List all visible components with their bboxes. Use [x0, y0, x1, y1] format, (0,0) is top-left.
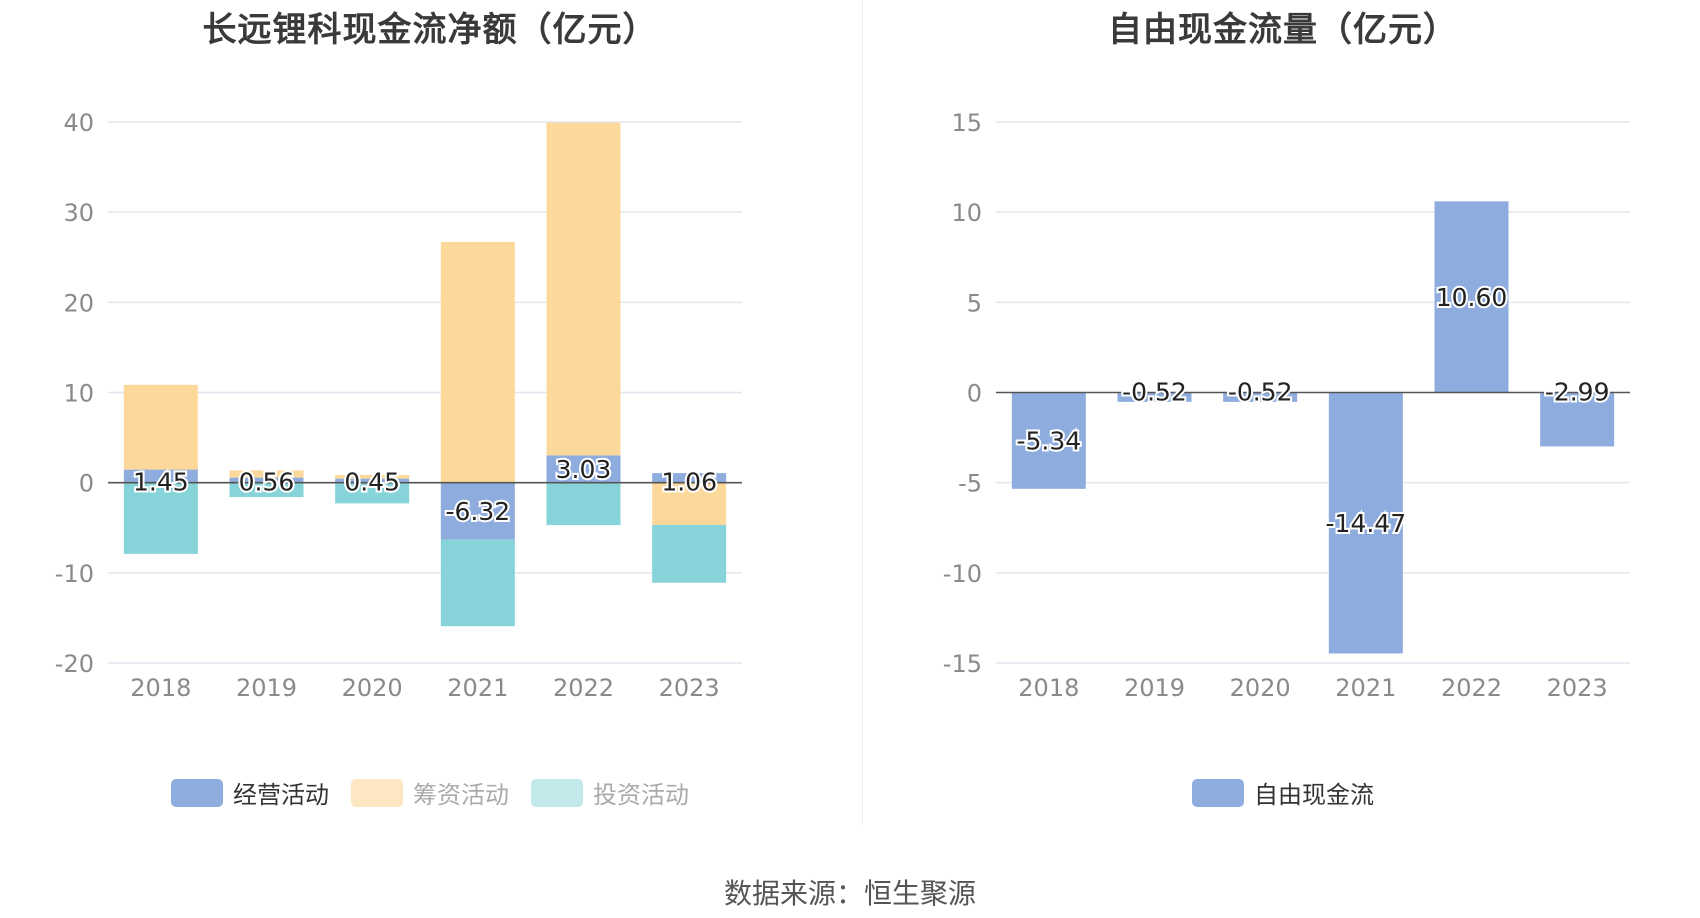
- y-tick-label: 0: [79, 470, 94, 498]
- data-label: 3.03: [556, 455, 612, 484]
- y-tick-label: 5: [967, 289, 982, 317]
- bar-financing: [229, 470, 304, 478]
- legend-label-investing: 投资活动: [593, 781, 689, 809]
- data-label: 0.56: [239, 468, 295, 497]
- bar-investing: [440, 539, 515, 627]
- x-tick-label: 2023: [1547, 674, 1608, 702]
- bar-financing: [335, 475, 410, 479]
- legend-label-free-cash-flow: 自由现金流: [1254, 781, 1374, 809]
- data-label: 1.45: [133, 468, 189, 497]
- bar-investing: [546, 482, 621, 526]
- x-tick-label: 2019: [1124, 674, 1185, 702]
- x-tick-label: 2022: [1441, 674, 1502, 702]
- bar-free_cash_flow: [1540, 392, 1615, 447]
- bar-free_cash_flow: [1011, 392, 1086, 489]
- y-tick-label: 40: [63, 109, 94, 137]
- free-cash-flow-chart: 15 10 5 0 -5 -10 -15 2018 2019 2020 2021 2022 2023 -5…: [943, 109, 1630, 702]
- legend-label-financing: 筹资活动: [413, 781, 509, 809]
- free-cash-flow-chart-title: 自由现金流量（亿元）: [1108, 10, 1458, 50]
- y-tick-label: -20: [55, 650, 94, 678]
- data-label: -0.52: [1122, 378, 1187, 407]
- free-cash-flow-chart-panel: 自由现金流量（亿元） 15 10 5 0 -5 -10 -15 2018 2019 2020 202…: [866, 0, 1700, 830]
- y-tick-label: 15: [951, 109, 982, 137]
- x-tick-label: 2020: [1230, 674, 1291, 702]
- x-tick-label: 2019: [236, 674, 297, 702]
- y-tick-label: 0: [967, 380, 982, 408]
- x-tick-label: 2021: [1335, 674, 1396, 702]
- data-source-note: 数据来源：恒生聚源: [723, 877, 976, 910]
- bar-operating: [546, 455, 621, 483]
- bar-financing: [123, 384, 198, 470]
- legend-label-operating: 经营活动: [233, 781, 329, 809]
- bar-investing: [652, 525, 727, 583]
- bar-operating: [440, 482, 515, 540]
- bar-financing: [440, 241, 515, 483]
- y-tick-label: -10: [943, 560, 982, 588]
- data-label: 1.06: [661, 468, 717, 497]
- y-tick-label: -15: [943, 650, 982, 678]
- bar-financing: [652, 482, 727, 526]
- legend-item-financing[interactable]: 筹资活动: [351, 775, 509, 810]
- legend-item-operating[interactable]: 经营活动: [171, 775, 329, 810]
- bar-financing: [546, 122, 621, 456]
- data-label: 0.45: [344, 468, 400, 497]
- y-tick-label: -10: [55, 560, 94, 588]
- y-tick-label: 10: [951, 199, 982, 227]
- legend-item-free-cash-flow[interactable]: 自由现金流: [1192, 775, 1374, 810]
- data-label: -5.34: [1016, 427, 1081, 456]
- bar-free_cash_flow: [1328, 392, 1403, 654]
- bar-free_cash_flow: [1117, 392, 1192, 402]
- bar-free_cash_flow: [1434, 201, 1509, 393]
- data-label: -14.47: [1326, 509, 1407, 538]
- data-label: -0.52: [1228, 378, 1293, 407]
- legend-swatch-financing: [351, 778, 403, 807]
- cash-flow-net-chart-title: 长远锂科现金流净额（亿元）: [202, 10, 658, 50]
- x-tick-label: 2018: [130, 674, 191, 702]
- bar-operating: [335, 478, 410, 483]
- x-tick-label: 2021: [447, 674, 508, 702]
- legend-swatch-free-cash-flow: [1192, 778, 1244, 807]
- bar-operating: [229, 477, 304, 483]
- x-tick-label: 2022: [553, 674, 614, 702]
- y-tick-label: 20: [63, 289, 94, 317]
- data-label: 10.60: [1436, 283, 1508, 312]
- free-cash-flow-legend: 自由现金流: [866, 775, 1700, 810]
- bar-investing: [335, 482, 410, 504]
- cash-flow-net-chart-panel: 长远锂科现金流净额（亿元） 40 30 20 10 0 -10 -20 2018 2019 202…: [0, 0, 860, 830]
- x-tick-label: 2020: [342, 674, 403, 702]
- x-tick-label: 2023: [659, 674, 720, 702]
- bar-investing: [123, 482, 198, 554]
- bar-operating: [652, 473, 727, 483]
- y-tick-label: 30: [63, 199, 94, 227]
- data-label: -2.99: [1545, 378, 1610, 407]
- panel-divider: [862, 0, 863, 826]
- cash-flow-net-chart: 40 30 20 10 0 -10 -20 2018 2019 2020 2021 2022 2023 1…: [55, 109, 742, 702]
- y-tick-label: 10: [63, 380, 94, 408]
- y-tick-label: -5: [958, 470, 982, 498]
- legend-swatch-investing: [531, 778, 583, 807]
- bar-operating: [123, 469, 198, 483]
- data-label: -6.32: [445, 497, 510, 526]
- x-tick-label: 2018: [1018, 674, 1079, 702]
- legend-item-investing[interactable]: 投资活动: [531, 775, 689, 810]
- cash-flow-net-legend: 经营活动 筹资活动 投资活动: [0, 775, 860, 810]
- legend-swatch-operating: [171, 778, 223, 807]
- bar-free_cash_flow: [1223, 392, 1298, 402]
- bar-investing: [229, 482, 304, 498]
